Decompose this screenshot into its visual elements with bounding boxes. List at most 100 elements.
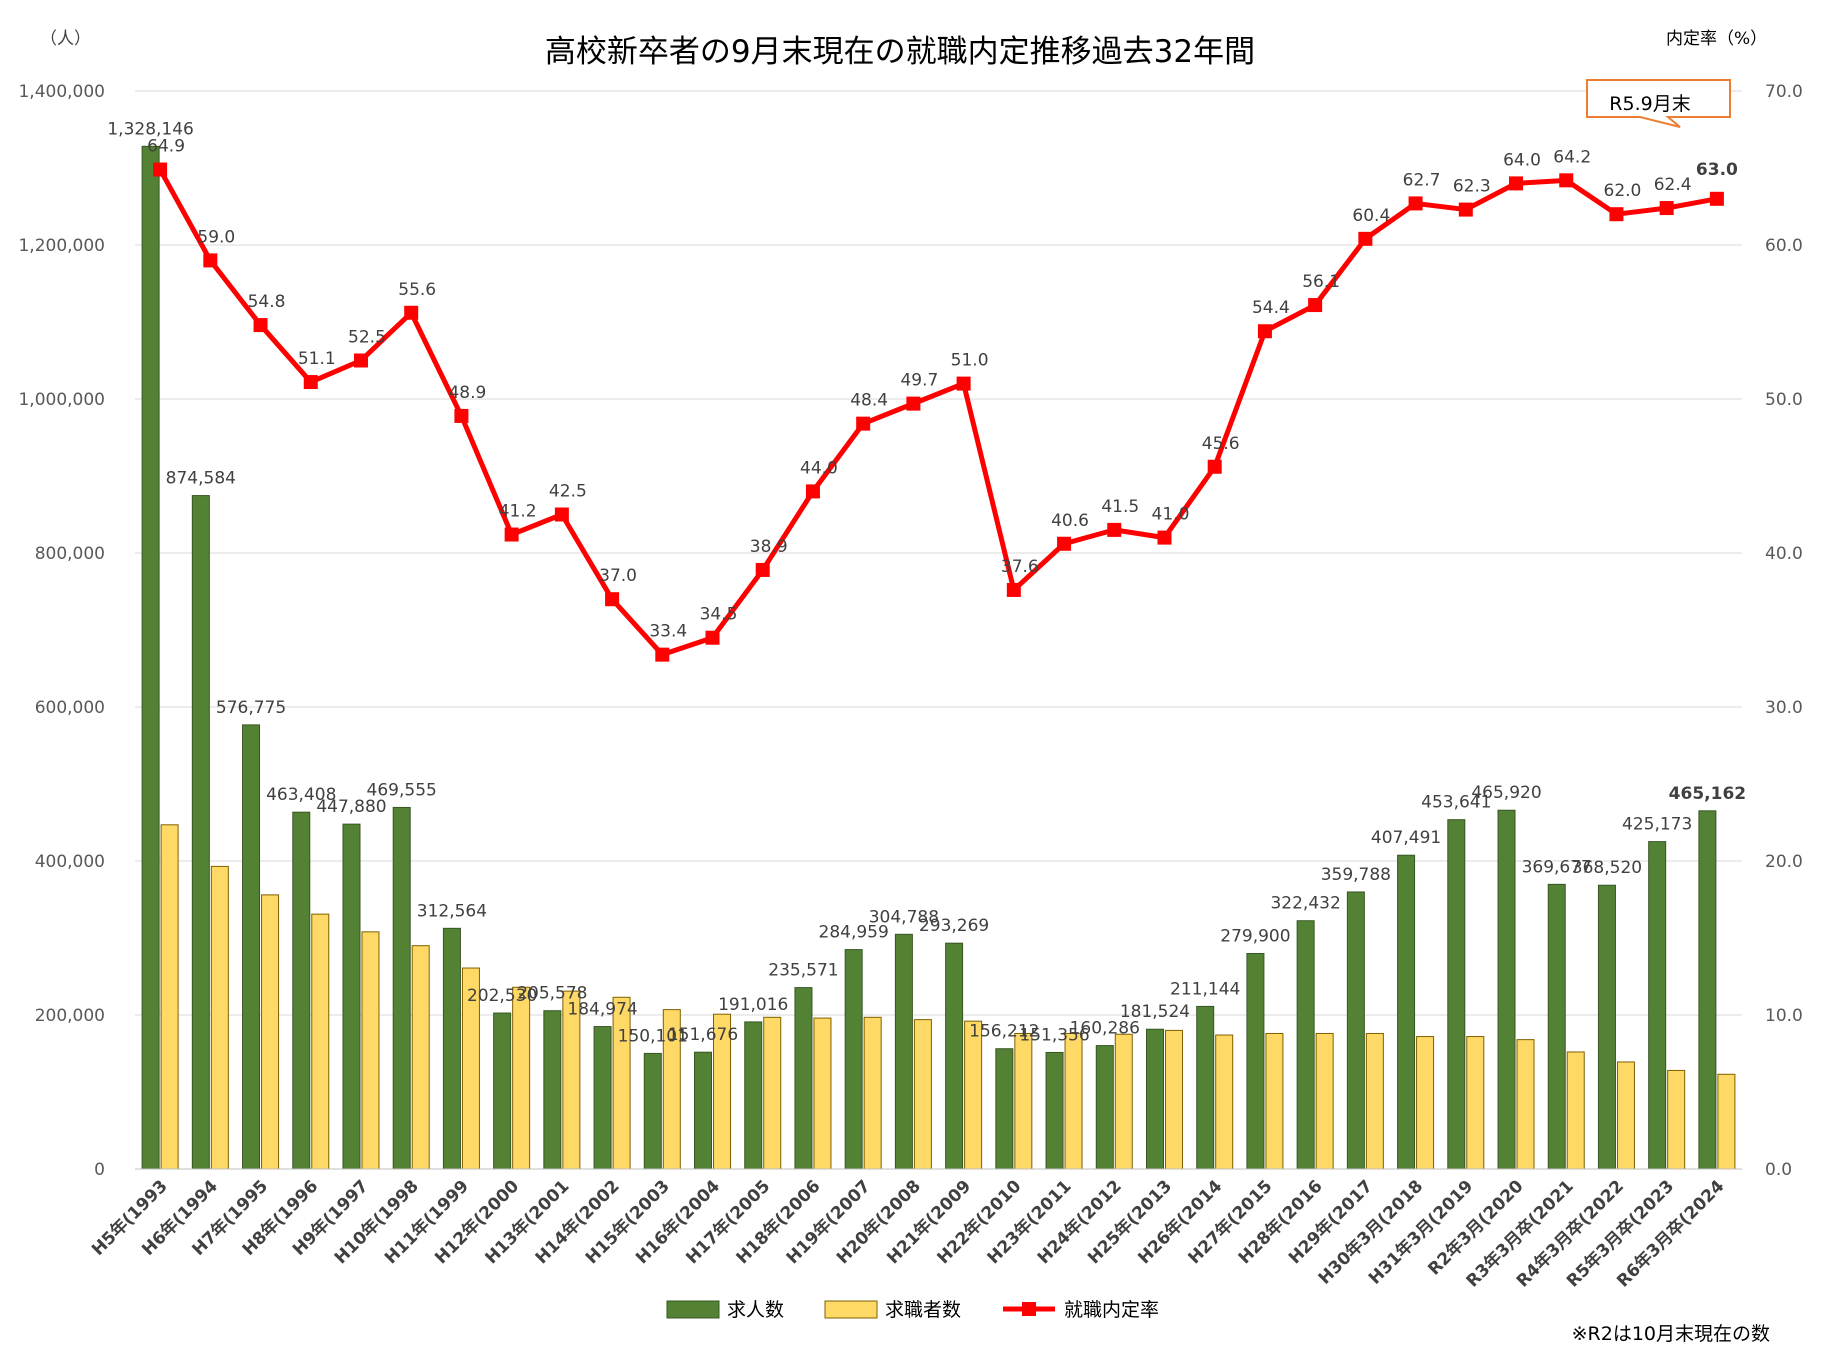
callout-box: R5.9月末	[1586, 79, 1731, 128]
rate-value-label: 54.8	[248, 292, 286, 312]
bar-job-openings	[1547, 883, 1566, 1170]
bar-value-label: 576,775	[216, 698, 286, 718]
bar-job-openings	[1497, 809, 1516, 1170]
bar-value-label: 407,491	[1371, 828, 1441, 848]
rate-marker	[504, 527, 519, 542]
value-labels-layer: 1,328,146 874,584 576,775 463,408447,880469…	[107, 119, 1746, 1046]
rate-marker	[1709, 191, 1724, 206]
bar-job-seekers	[913, 1019, 932, 1170]
chart-title: 高校新卒者の9月末現在の就職内定推移過去32年間	[545, 34, 1255, 70]
bar-job-openings	[894, 933, 913, 1170]
legend-label-rate: 就職内定率	[1064, 1299, 1159, 1321]
rate-marker	[1458, 202, 1473, 217]
y-tick-right: 10.0	[1765, 1006, 1803, 1026]
bar-job-openings	[1246, 952, 1265, 1170]
rate-marker	[705, 630, 720, 645]
rate-marker	[1257, 324, 1272, 339]
bar-job-seekers	[1215, 1034, 1234, 1170]
bar-job-openings	[844, 949, 863, 1170]
y-tick-left: 800,000	[35, 544, 105, 564]
rate-value-label: 62.0	[1604, 181, 1642, 201]
bar-job-openings	[1196, 1005, 1215, 1170]
rate-marker	[655, 647, 670, 662]
bar-job-openings	[292, 811, 311, 1170]
bar-job-seekers	[1466, 1036, 1485, 1170]
bar-value-label: 211,144	[1170, 979, 1240, 999]
bar-job-openings	[1447, 819, 1466, 1170]
bar-value-label: 322,432	[1270, 894, 1340, 914]
y-tick-left: 1,200,000	[18, 236, 105, 256]
bar-job-openings	[1145, 1028, 1164, 1170]
rate-marker	[1609, 207, 1624, 222]
rate-value-label: 64.0	[1503, 150, 1541, 170]
rate-value-label: 64.9	[147, 137, 185, 157]
rate-marker	[1408, 196, 1423, 211]
bar-job-openings	[242, 724, 261, 1170]
bar-job-seekers	[1265, 1032, 1284, 1170]
bar-value-label: 874,584	[166, 469, 236, 489]
y-axis-right-label: 内定率（%）	[1666, 29, 1767, 49]
bar-value-label: 453,641	[1421, 793, 1491, 813]
rate-marker	[1358, 231, 1373, 246]
rate-line-layer	[153, 162, 1724, 662]
rate-marker	[203, 253, 218, 268]
rate-marker	[1509, 176, 1524, 191]
bar-job-seekers	[1416, 1036, 1435, 1170]
bar-job-openings	[794, 987, 813, 1170]
bar-value-label: 359,788	[1321, 865, 1391, 885]
bar-job-openings	[342, 823, 361, 1170]
rate-value-label: 33.4	[649, 622, 687, 642]
rate-line	[157, 168, 1718, 658]
bar-job-seekers	[1566, 1051, 1585, 1170]
rate-marker	[1659, 201, 1674, 216]
y-tick-right: 50.0	[1765, 390, 1803, 410]
bar-job-openings	[1648, 841, 1667, 1170]
legend-marker-rate	[1022, 1302, 1036, 1316]
bar-job-seekers	[1064, 1032, 1083, 1170]
bar-job-openings	[1397, 854, 1416, 1170]
rate-value-label: 55.6	[398, 280, 436, 300]
bar-job-seekers	[1315, 1032, 1334, 1170]
y-tick-left: 0	[94, 1160, 105, 1180]
y-tick-right: 70.0	[1765, 82, 1803, 102]
bar-job-seekers	[612, 996, 631, 1170]
rate-value-label: 38.9	[750, 537, 788, 557]
y-tick-right: 60.0	[1765, 236, 1803, 256]
y-tick-left: 1,400,000	[18, 82, 105, 102]
rate-marker	[755, 562, 770, 577]
rate-marker	[1057, 536, 1072, 551]
bar-value-label: 279,900	[1220, 926, 1290, 946]
rate-value-label: 54.4	[1252, 298, 1290, 318]
rate-marker	[605, 592, 620, 607]
bar-job-seekers	[1717, 1073, 1736, 1170]
bar-job-openings	[543, 1010, 562, 1170]
bar-value-label: 202,530	[467, 986, 537, 1006]
bar-job-openings	[945, 942, 964, 1170]
rate-value-label: 41.0	[1152, 505, 1190, 525]
y-tick-right: 20.0	[1765, 852, 1803, 872]
rate-marker	[956, 376, 971, 391]
bar-job-openings	[442, 927, 461, 1170]
rate-marker	[1107, 522, 1122, 537]
bar-job-seekers	[411, 945, 430, 1170]
bar-job-openings	[141, 145, 160, 1170]
rate-value-label: 45.6	[1202, 434, 1240, 454]
rate-value-label: 63.0	[1696, 160, 1738, 180]
bar-value-label: 160,286	[1070, 1019, 1140, 1039]
legend-label-seekers: 求職者数	[885, 1299, 961, 1321]
rate-marker	[404, 305, 419, 320]
bar-value-label: 465,920	[1471, 783, 1541, 803]
y-tick-right: 40.0	[1765, 544, 1803, 564]
y-tick-right: 0.0	[1765, 1160, 1792, 1180]
rate-value-label: 37.6	[1001, 557, 1039, 577]
bar-job-seekers	[512, 986, 531, 1170]
bar-value-label: 184,974	[567, 1000, 637, 1020]
rate-marker	[454, 408, 469, 423]
bar-job-openings	[1296, 920, 1315, 1170]
y-tick-left: 1,000,000	[18, 390, 105, 410]
rate-marker	[303, 375, 318, 390]
bar-job-seekers	[261, 894, 280, 1170]
bar-job-seekers	[1667, 1069, 1686, 1170]
rate-value-label: 52.5	[348, 328, 386, 348]
